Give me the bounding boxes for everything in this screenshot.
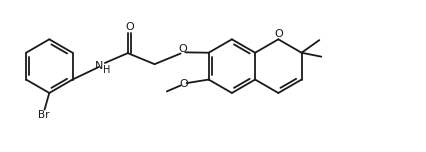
Text: O: O	[125, 22, 134, 33]
Text: O: O	[178, 44, 187, 54]
Text: N: N	[95, 61, 104, 71]
Text: O: O	[179, 79, 188, 89]
Text: Br: Br	[38, 110, 49, 120]
Text: H: H	[103, 65, 110, 75]
Text: O: O	[274, 29, 283, 39]
